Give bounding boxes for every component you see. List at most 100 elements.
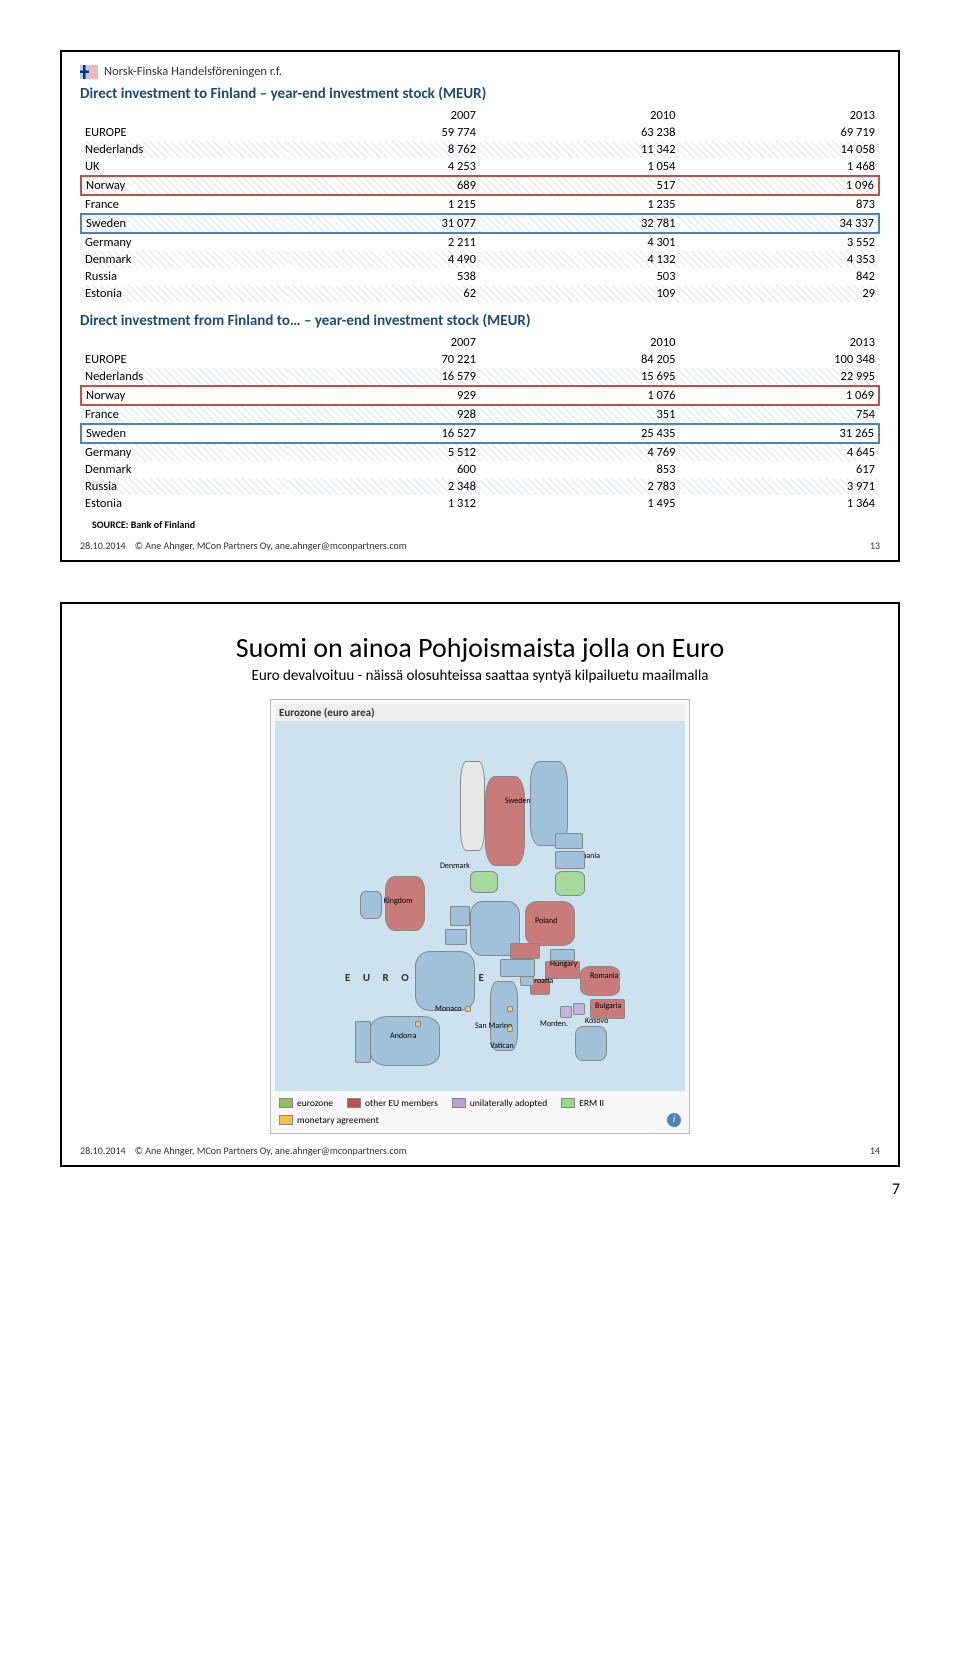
- table-row: Estonia1 3121 4951 364: [81, 495, 879, 512]
- col-header: 2010: [480, 334, 680, 351]
- cell: 2 211: [288, 233, 480, 251]
- col-header: 2007: [288, 334, 480, 351]
- legend-item: monetary agreement: [279, 1114, 379, 1126]
- cell: 31 077: [288, 214, 480, 233]
- cell: 503: [480, 268, 680, 285]
- country-vatican: [507, 1026, 513, 1032]
- country-france: [415, 951, 475, 1011]
- cell: 873: [679, 195, 879, 214]
- cell: 4 645: [679, 443, 879, 461]
- cell: 14 058: [679, 141, 879, 158]
- org-name: Norsk-Finska Handelsföreningen r.f.: [104, 64, 282, 79]
- country-latvia: [555, 851, 585, 869]
- cell: 15 695: [480, 368, 680, 386]
- cell: Norway: [81, 176, 288, 195]
- country-lithuania: [555, 871, 585, 896]
- cell: Russia: [81, 268, 288, 285]
- slide2-title: Suomi on ainoa Pohjoismaista jolla on Eu…: [80, 630, 880, 665]
- table-investment-to: 200720102013EUROPE59 77463 23869 719Nede…: [80, 107, 880, 302]
- country-andorra: [415, 1021, 421, 1027]
- footer-date: 28.10.2014: [80, 539, 126, 552]
- section-title-a: Direct investment to Finland – year-end …: [80, 85, 880, 103]
- legend-swatch: [452, 1098, 466, 1108]
- cell: France: [81, 405, 288, 424]
- col-header: [81, 107, 288, 124]
- footer-slidenum: 13: [870, 539, 880, 552]
- cell: 109: [480, 285, 680, 302]
- cell: 16 527: [288, 424, 480, 443]
- cell: 538: [288, 268, 480, 285]
- legend-item: other EU members: [347, 1097, 438, 1109]
- cell: 689: [288, 176, 480, 195]
- cell: 517: [480, 176, 680, 195]
- map-canvas: E U R O Z O N E SwedenDenmarkUnited King…: [275, 721, 685, 1091]
- country-denmark: [470, 871, 498, 893]
- table-row: Nederlands8 76211 34214 058: [81, 141, 879, 158]
- map-legend: eurozoneother EU membersunilaterally ado…: [275, 1091, 685, 1129]
- legend-swatch: [347, 1098, 361, 1108]
- cell: 754: [679, 405, 879, 424]
- country-united-kingdom: [385, 876, 425, 931]
- cell: 4 253: [288, 158, 480, 176]
- cell: 2 783: [480, 478, 680, 495]
- legend-label: eurozone: [297, 1097, 333, 1109]
- table-row: EUROPE70 22184 205100 348: [81, 351, 879, 368]
- footer-copy: © Ane Ahnger, MCon Partners Oy, ane.ahng…: [135, 539, 407, 552]
- cell: 928: [288, 405, 480, 424]
- cell: 1 076: [480, 386, 680, 405]
- footer-slidenum: 14: [870, 1144, 880, 1157]
- cell: 32 781: [480, 214, 680, 233]
- info-icon: i: [667, 1113, 681, 1127]
- col-header: 2007: [288, 107, 480, 124]
- table-row: Russia538503842: [81, 268, 879, 285]
- country-portugal: [355, 1021, 371, 1063]
- country-ireland: [360, 891, 382, 919]
- table-row: Norway6895171 096: [81, 176, 879, 195]
- legend-item: eurozone: [279, 1097, 333, 1109]
- cell: 4 132: [480, 251, 680, 268]
- cell: 4 769: [480, 443, 680, 461]
- cell: 1 069: [679, 386, 879, 405]
- country-netherlands: [450, 906, 470, 926]
- country-belgium: [445, 929, 467, 945]
- footer-date: 28.10.2014: [80, 1144, 126, 1157]
- country-estonia: [555, 833, 583, 849]
- cell: 8 762: [288, 141, 480, 158]
- cell: 853: [480, 461, 680, 478]
- cell: 4 490: [288, 251, 480, 268]
- cell: Nederlands: [81, 141, 288, 158]
- country-czech: [510, 943, 540, 959]
- cell: 1 312: [288, 495, 480, 512]
- table-row: France1 2151 235873: [81, 195, 879, 214]
- cell: 100 348: [679, 351, 879, 368]
- source-note: SOURCE: Bank of Finland: [92, 518, 880, 531]
- table-row: Estonia6210929: [81, 285, 879, 302]
- table-row: Germany2 2114 3013 552: [81, 233, 879, 251]
- country-austria: [500, 959, 535, 977]
- cell: 842: [679, 268, 879, 285]
- table-row: Russia2 3482 7833 971: [81, 478, 879, 495]
- cell: 4 353: [679, 251, 879, 268]
- cell: 1 495: [480, 495, 680, 512]
- cell: 4 301: [480, 233, 680, 251]
- legend-swatch: [279, 1098, 293, 1108]
- table-row: Sweden16 52725 43531 265: [81, 424, 879, 443]
- table-row: Nederlands16 57915 69522 995: [81, 368, 879, 386]
- cell: 617: [679, 461, 879, 478]
- table-row: Norway9291 0761 069: [81, 386, 879, 405]
- cell: 5 512: [288, 443, 480, 461]
- slide-1: Norsk-Finska Handelsföreningen r.f. Dire…: [60, 50, 900, 562]
- country-slovenia: [520, 976, 534, 986]
- legend-item: ERM II: [561, 1097, 604, 1109]
- table-row: Germany5 5124 7694 645: [81, 443, 879, 461]
- col-header: 2013: [679, 107, 879, 124]
- cell: 70 221: [288, 351, 480, 368]
- cell: 63 238: [480, 124, 680, 141]
- cell: 69 719: [679, 124, 879, 141]
- org-header: Norsk-Finska Handelsföreningen r.f.: [80, 64, 880, 79]
- flag-icon: [80, 65, 98, 79]
- cell: Nederlands: [81, 368, 288, 386]
- country-hungary: [545, 961, 580, 979]
- country-norway: [460, 761, 485, 851]
- cell: 31 265: [679, 424, 879, 443]
